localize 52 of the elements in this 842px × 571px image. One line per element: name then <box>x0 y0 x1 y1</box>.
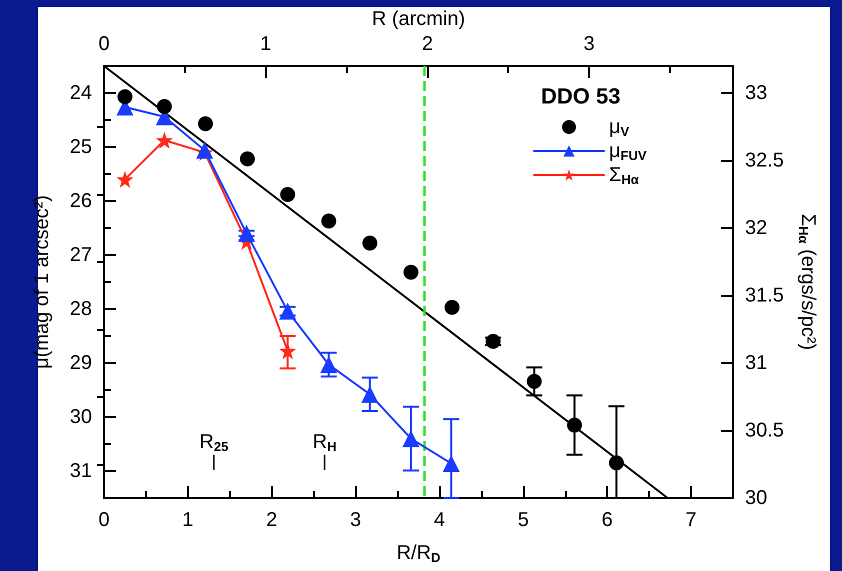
point <box>280 187 296 202</box>
point <box>486 334 501 349</box>
point <box>240 151 255 166</box>
point <box>444 300 460 315</box>
x-tick-label: 4 <box>434 509 446 531</box>
x2-tick-label: 3 <box>584 33 595 55</box>
point <box>321 213 336 228</box>
y-axis-title: μ(mag of 1 arcsec²) <box>31 195 53 369</box>
y-tick-label: 27 <box>70 244 92 266</box>
x2-tick-label: 2 <box>422 33 433 55</box>
y-tick-label: 30 <box>70 406 92 428</box>
y-tick-label: 24 <box>70 82 92 104</box>
y-tick-label: 29 <box>70 352 92 374</box>
x2-tick-label: 1 <box>260 33 272 55</box>
y2-tick-label: 30 <box>745 487 768 509</box>
point <box>198 116 213 132</box>
point <box>608 455 624 470</box>
y-tick-label: 28 <box>70 298 92 320</box>
y-tick-label: 31 <box>70 460 92 482</box>
point <box>403 264 418 280</box>
x-tick-label: 1 <box>182 509 194 531</box>
point <box>361 386 378 403</box>
y2-tick-label: 31.5 <box>745 284 784 306</box>
legend-title: DDO 53 <box>541 84 620 108</box>
point <box>117 89 132 104</box>
x-tick-label: 3 <box>350 509 362 531</box>
y2-tick-label: 32 <box>745 217 768 239</box>
point <box>279 302 296 320</box>
point <box>156 132 173 149</box>
x-tick-label: 0 <box>98 509 110 531</box>
point <box>362 236 378 251</box>
x-tick-label: 6 <box>602 509 613 531</box>
x-tick-label: 2 <box>266 509 278 531</box>
point <box>442 454 460 472</box>
x-tick-label: 5 <box>518 509 529 531</box>
point <box>238 224 256 242</box>
x2-tick-label: 0 <box>98 33 110 55</box>
x-tick-label: 7 <box>686 509 697 531</box>
point <box>526 374 542 389</box>
point <box>567 418 582 433</box>
point <box>156 99 172 114</box>
y2-tick-label: 33 <box>745 82 768 104</box>
y2-axis-title: ΣHα (ergs/s/pc²) <box>796 214 819 350</box>
y-tick-label: 26 <box>70 190 92 212</box>
x2-axis-title: R (arcmin) <box>372 8 466 30</box>
point <box>402 430 420 448</box>
point <box>320 356 338 374</box>
point <box>116 170 134 188</box>
y2-tick-label: 30.5 <box>745 420 784 442</box>
y-tick-label: 25 <box>70 136 92 158</box>
y2-tick-label: 32.5 <box>745 150 784 172</box>
y2-tick-label: 31 <box>745 352 768 374</box>
